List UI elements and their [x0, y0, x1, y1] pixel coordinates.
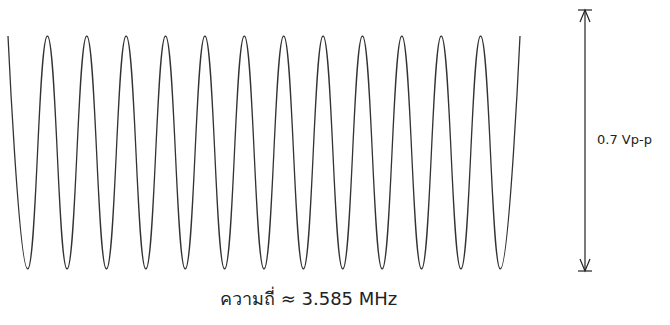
- svg-text:0.7 Vp-p: 0.7 Vp-p: [597, 132, 652, 147]
- svg-text:ความถี่ ≈ 3.585 MHz: ความถี่ ≈ 3.585 MHz: [220, 286, 397, 309]
